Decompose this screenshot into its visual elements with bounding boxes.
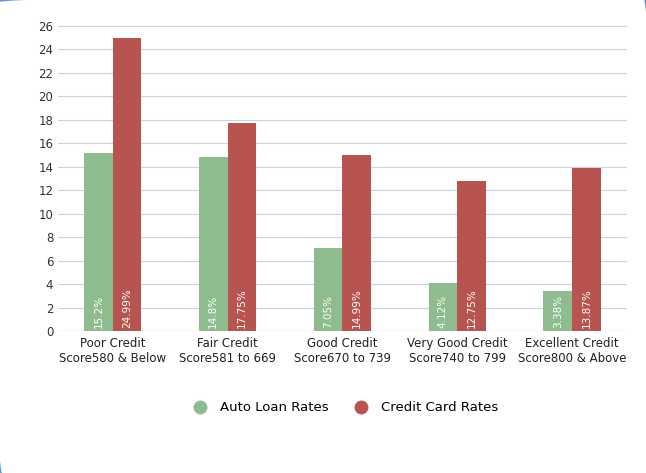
Bar xyxy=(457,182,486,331)
Bar xyxy=(543,291,572,331)
Text: 17.75%: 17.75% xyxy=(237,288,247,328)
Text: 3.38%: 3.38% xyxy=(553,295,563,328)
Text: 15.2%: 15.2% xyxy=(93,295,103,328)
Text: 14.99%: 14.99% xyxy=(351,288,362,328)
Bar xyxy=(112,38,141,331)
Text: 13.87%: 13.87% xyxy=(581,288,592,328)
Bar xyxy=(314,248,342,331)
Bar xyxy=(572,168,601,331)
Text: 24.99%: 24.99% xyxy=(122,288,132,328)
Text: 7.05%: 7.05% xyxy=(323,295,333,328)
Bar xyxy=(84,153,112,331)
Text: 4.12%: 4.12% xyxy=(438,295,448,328)
Bar xyxy=(342,155,371,331)
Text: 14.8%: 14.8% xyxy=(208,295,218,328)
Bar xyxy=(199,158,227,331)
Legend: Auto Loan Rates, Credit Card Rates: Auto Loan Rates, Credit Card Rates xyxy=(182,396,503,420)
Text: 12.75%: 12.75% xyxy=(466,288,477,328)
Bar xyxy=(428,283,457,331)
Bar xyxy=(227,123,256,331)
